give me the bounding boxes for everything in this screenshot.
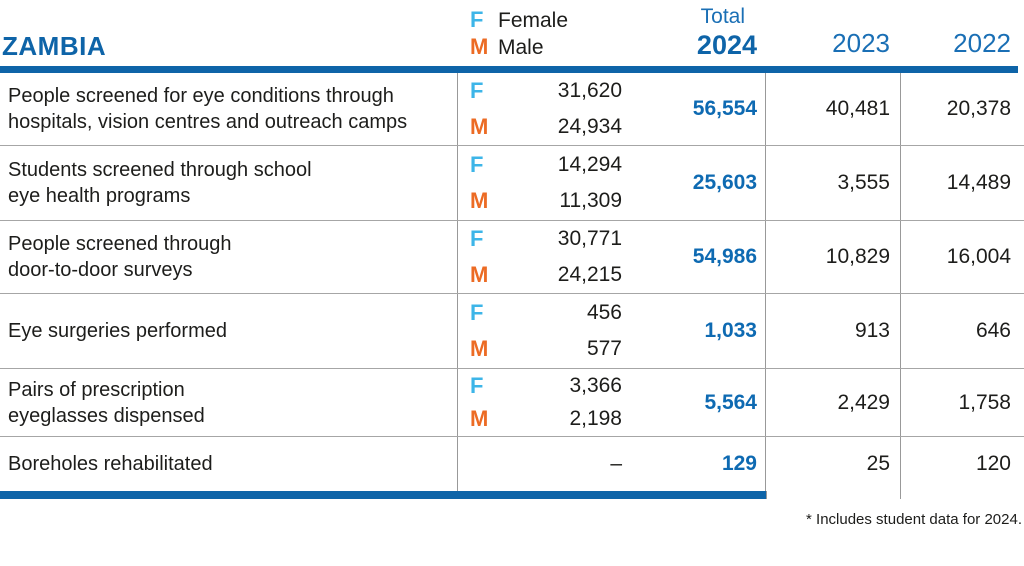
gender-values-cell: F 14,294 M 11,309 25,603	[457, 146, 765, 220]
value-2022: 1,758	[900, 369, 1024, 436]
table-body: People screened for eye conditions throu…	[0, 73, 1024, 491]
legend-male: M Male	[470, 34, 568, 61]
table-header: ZAMBIA F Female M Male Total 2024 2023 2…	[0, 0, 1024, 66]
total-year-2024: 2024	[696, 30, 757, 60]
table-row: Students screened through school eye hea…	[0, 146, 1024, 221]
total-value: 129	[721, 452, 757, 475]
total-value: 1,033	[704, 319, 757, 342]
column-header-2023: 2023	[832, 28, 890, 58]
female-abbr: F	[470, 226, 484, 251]
female-abbr: F	[470, 7, 484, 32]
header-divider-rule	[0, 66, 1018, 73]
table-row: Eye surgeries performed F 456 M 577 1,03…	[0, 294, 1024, 369]
female-abbr: F	[470, 300, 484, 325]
value-2023: 2,429	[765, 369, 900, 436]
total-value: 54,986	[692, 245, 757, 268]
male-label: Male	[498, 36, 544, 59]
footnote: * Includes student data for 2024.	[806, 511, 1022, 528]
male-value: 11,309	[559, 189, 622, 212]
total-label: Total	[700, 5, 745, 28]
legend-female: F Female	[470, 7, 568, 34]
column-header-2022: 2022	[953, 28, 1011, 58]
female-abbr: F	[470, 372, 484, 398]
value-2022: 16,004	[900, 221, 1024, 293]
value-2022: 120	[900, 437, 1024, 491]
female-value: 30,771	[557, 227, 622, 250]
table-row: Boreholes rehabilitated – 129 25 120	[0, 437, 1024, 491]
female-abbr: F	[470, 78, 484, 103]
male-abbr: M	[470, 336, 489, 361]
male-abbr: M	[470, 262, 489, 287]
male-value: 577	[586, 337, 622, 360]
female-value: 3,366	[569, 373, 622, 397]
value-2023: 913	[765, 294, 900, 368]
value-2022: 646	[900, 294, 1024, 368]
bottom-blue-bar	[0, 491, 766, 499]
gender-values-cell: F 31,620 M 24,934 56,554	[457, 73, 765, 145]
total-value: 25,603	[692, 171, 757, 194]
female-value: 456	[586, 301, 622, 324]
total-value: 5,564	[704, 390, 757, 414]
row-label: Students screened through school eye hea…	[8, 159, 312, 207]
female-label: Female	[498, 9, 569, 32]
header-region-cell: ZAMBIA	[0, 0, 457, 66]
male-value: 24,934	[557, 115, 622, 138]
female-abbr: F	[470, 152, 484, 177]
gender-values-cell: F 3,366 M 2,198 5,564	[457, 369, 765, 436]
value-2023: 10,829	[765, 221, 900, 293]
column-header-total: Total 2024	[697, 0, 765, 66]
male-abbr: M	[470, 34, 489, 59]
gender-values-cell: F 30,771 M 24,215 54,986	[457, 221, 765, 293]
female-value: 14,294	[557, 153, 622, 176]
value-2023: 25	[765, 437, 900, 491]
row-label: Boreholes rehabilitated	[8, 453, 213, 475]
table-bottom-rule	[0, 491, 1024, 499]
male-abbr: M	[470, 114, 489, 139]
gender-values-cell: F 456 M 577 1,033	[457, 294, 765, 368]
value-2022: 20,378	[900, 73, 1024, 145]
table-row: Pairs of prescription eyeglasses dispens…	[0, 369, 1024, 437]
header-legend-total-cell: F Female M Male Total 2024	[457, 0, 765, 66]
value-2023: 40,481	[765, 73, 900, 145]
table-row: People screened for eye conditions throu…	[0, 73, 1024, 146]
gender-legend: F Female M Male	[470, 0, 568, 66]
no-gender-data-dash: –	[610, 452, 622, 475]
male-abbr: M	[470, 188, 489, 213]
gender-values-cell: – 129	[457, 437, 765, 491]
male-value: 2,198	[569, 407, 622, 431]
row-label: People screened through door-to-door sur…	[8, 233, 232, 281]
row-label: People screened for eye conditions throu…	[8, 85, 408, 133]
row-label: Eye surgeries performed	[8, 320, 227, 342]
value-2022: 14,489	[900, 146, 1024, 220]
page-title: ZAMBIA	[2, 31, 107, 61]
male-abbr: M	[470, 406, 489, 432]
value-2023: 3,555	[765, 146, 900, 220]
male-value: 24,215	[557, 263, 622, 286]
row-label: Pairs of prescription eyeglasses dispens…	[8, 378, 205, 427]
table-row: People screened through door-to-door sur…	[0, 221, 1024, 294]
total-value: 56,554	[692, 97, 757, 120]
female-value: 31,620	[557, 79, 622, 102]
